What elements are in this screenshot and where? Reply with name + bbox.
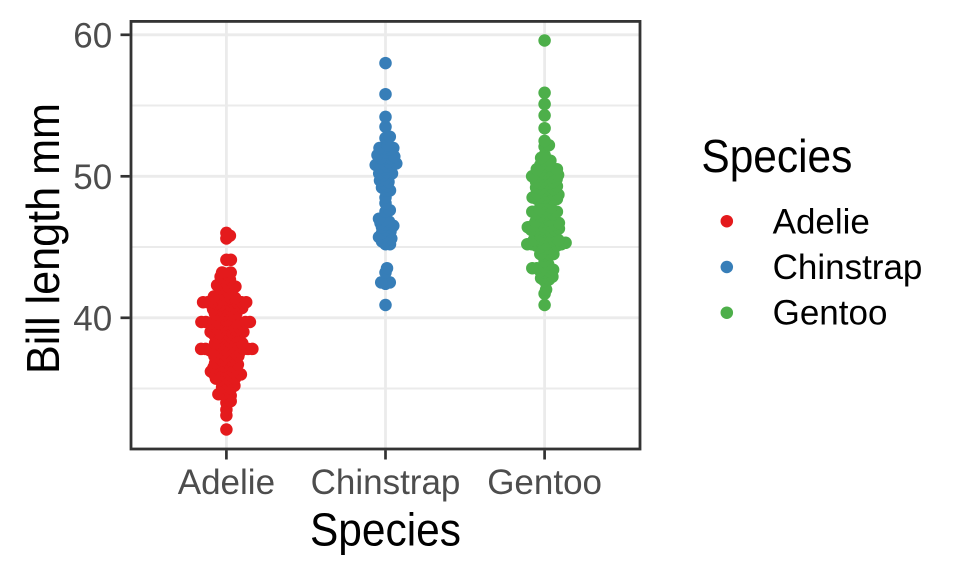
svg-text:Species: Species: [310, 504, 461, 556]
svg-text:Species: Species: [701, 130, 852, 182]
svg-text:60: 60: [73, 17, 112, 56]
svg-text:Bill length mm: Bill length mm: [17, 103, 69, 374]
svg-text:Gentoo: Gentoo: [773, 294, 888, 333]
svg-text:Adelie: Adelie: [773, 202, 870, 241]
svg-text:50: 50: [73, 158, 112, 197]
svg-text:Adelie: Adelie: [178, 463, 275, 502]
svg-text:Chinstrap: Chinstrap: [311, 463, 461, 502]
svg-text:40: 40: [73, 299, 112, 338]
svg-text:Gentoo: Gentoo: [487, 463, 602, 502]
svg-text:Chinstrap: Chinstrap: [773, 248, 923, 287]
